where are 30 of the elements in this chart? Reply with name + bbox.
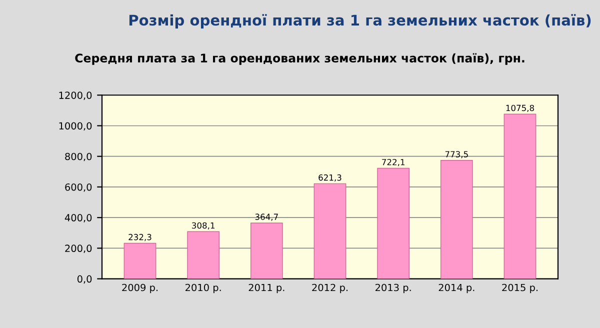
- data-label: 722,1: [382, 158, 404, 166]
- x-tick-label: 2009 р.: [122, 284, 158, 294]
- x-tick-label: 2014 р.: [438, 284, 474, 294]
- y-tick-label: 800,0: [65, 152, 92, 162]
- bar: [124, 242, 156, 279]
- y-tick-label: 200,0: [65, 244, 92, 254]
- bar: [440, 160, 473, 279]
- bar: [504, 114, 536, 279]
- y-tick-label: 600,0: [65, 183, 92, 192]
- data-label: 232,3: [128, 234, 152, 242]
- y-tick-label: 400,0: [64, 214, 92, 222]
- data-label: 621,3: [318, 174, 342, 182]
- chart-subtitle: Середня плата за 1 га орендованих земельних часток (паїв), грн.: [75, 53, 524, 65]
- data-label: 308,1: [192, 222, 214, 230]
- bar: [187, 231, 220, 279]
- y-tick-label: 1000,0: [59, 122, 92, 131]
- y-tick-label: 1200,0: [59, 92, 92, 100]
- y-tick-label: 0,0: [77, 275, 92, 284]
- x-tick-label: 2013 р.: [376, 284, 411, 294]
- data-label: 1075,8: [506, 104, 534, 112]
- x-tick-label: 2012 р.: [312, 284, 348, 294]
- data-label: 773,5: [445, 151, 468, 158]
- chart-title: Розмір орендної плати за 1 га земельних часток (паїв): [129, 14, 591, 28]
- bar: [314, 183, 346, 279]
- x-tick-label: 2015 р.: [502, 284, 538, 294]
- x-tick-label: 2010 р.: [186, 284, 221, 294]
- bar: [250, 222, 283, 279]
- x-tick-label: 2011 р.: [248, 284, 284, 294]
- bar: [377, 168, 410, 279]
- data-label: 364,7: [255, 214, 278, 221]
